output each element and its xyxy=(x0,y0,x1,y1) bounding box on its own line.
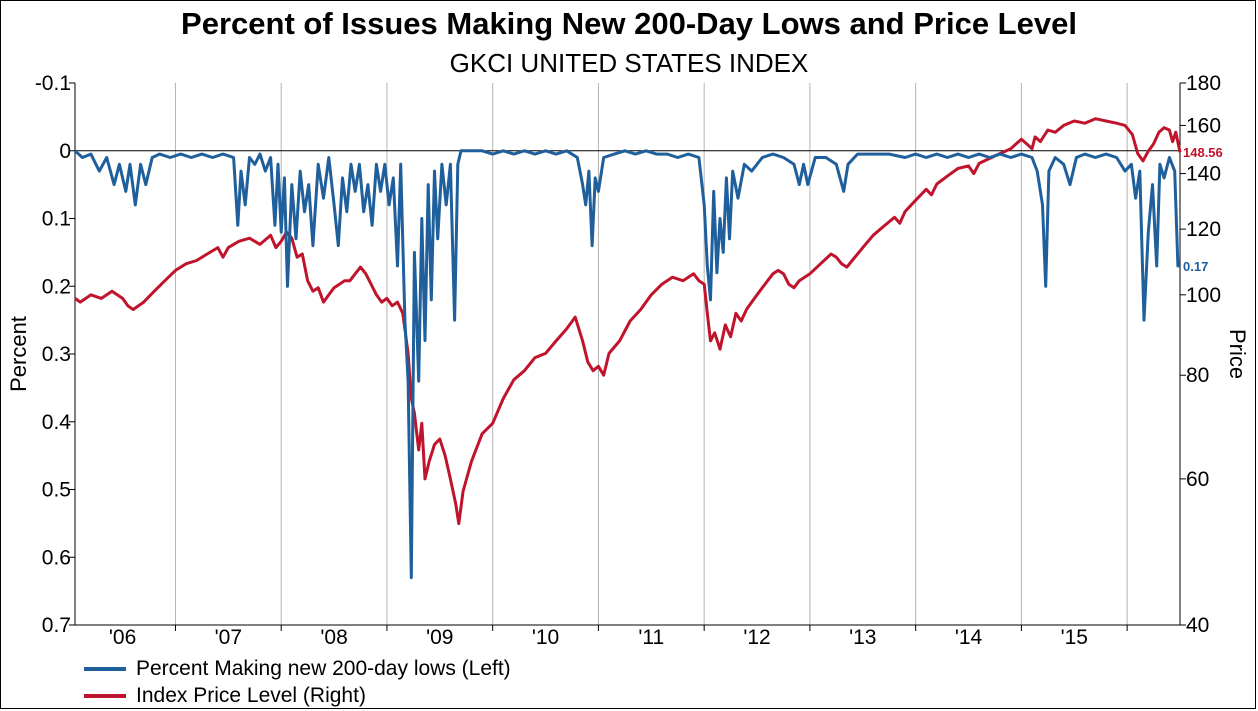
left-tick-label: 0.4 xyxy=(42,411,72,434)
x-tick-label: '07 xyxy=(215,626,242,649)
chart-title: Percent of Issues Making New 200-Day Low… xyxy=(181,6,1077,41)
right-tick-label: 120 xyxy=(1186,218,1221,241)
series-line-percent xyxy=(73,149,1180,580)
legend-label-percent: Percent Making new 200-day lows (Left) xyxy=(136,657,511,680)
x-tick-label: '11 xyxy=(638,626,664,649)
right-axis-title: Price xyxy=(1225,329,1250,379)
right-tick-label: 180 xyxy=(1186,72,1221,95)
grid-lines xyxy=(75,83,1180,625)
x-tick-label: '10 xyxy=(532,626,559,649)
left-tick-label: 0.5 xyxy=(42,479,71,502)
x-tick-label: '13 xyxy=(849,626,876,649)
end-label-price: 148.56 xyxy=(1183,145,1223,160)
legend-swatch-price xyxy=(84,694,126,699)
right-tick-label: 100 xyxy=(1186,284,1221,307)
left-tick-label: 0.2 xyxy=(42,275,71,298)
x-tick-label: '12 xyxy=(743,626,770,649)
x-tick-label: '09 xyxy=(426,626,453,649)
legend-label-price: Index Price Level (Right) xyxy=(136,684,366,707)
right-tick-label: 160 xyxy=(1186,114,1221,137)
left-tick-label: 0.7 xyxy=(42,614,71,637)
chart-subtitle: GKCI UNITED STATES INDEX xyxy=(449,48,809,78)
right-tick-label: 60 xyxy=(1186,468,1209,491)
series-lines xyxy=(73,117,1182,580)
tick-labels: -0.1 0 0.1 0.2 0.3 0.4 0.5 0.6 0.7 40 60 80 100 120 14… xyxy=(6,72,1250,649)
right-tick-label: 40 xyxy=(1186,614,1209,637)
left-tick-label: -0.1 xyxy=(35,72,71,95)
end-label-percent: 0.17 xyxy=(1183,259,1208,274)
left-tick-label: 0.3 xyxy=(42,343,71,366)
left-axis-title: Percent xyxy=(6,316,31,392)
legend-item-price: Index Price Level (Right) xyxy=(84,684,366,708)
axes xyxy=(69,82,1186,631)
right-tick-label: 140 xyxy=(1186,163,1221,186)
legend-swatch-percent xyxy=(84,667,126,672)
x-tick-label: '15 xyxy=(1061,626,1088,649)
left-tick-label: 0 xyxy=(59,140,71,163)
left-tick-label: 0.6 xyxy=(42,546,71,569)
x-tick-label: '08 xyxy=(320,626,347,649)
left-tick-label: 0.1 xyxy=(42,208,71,231)
x-tick-label: '06 xyxy=(109,626,136,649)
x-tick-label: '14 xyxy=(955,626,983,649)
right-tick-label: 80 xyxy=(1186,364,1209,387)
series-line-price xyxy=(74,117,1182,526)
legend-item-percent: Percent Making new 200-day lows (Left) xyxy=(84,657,511,681)
